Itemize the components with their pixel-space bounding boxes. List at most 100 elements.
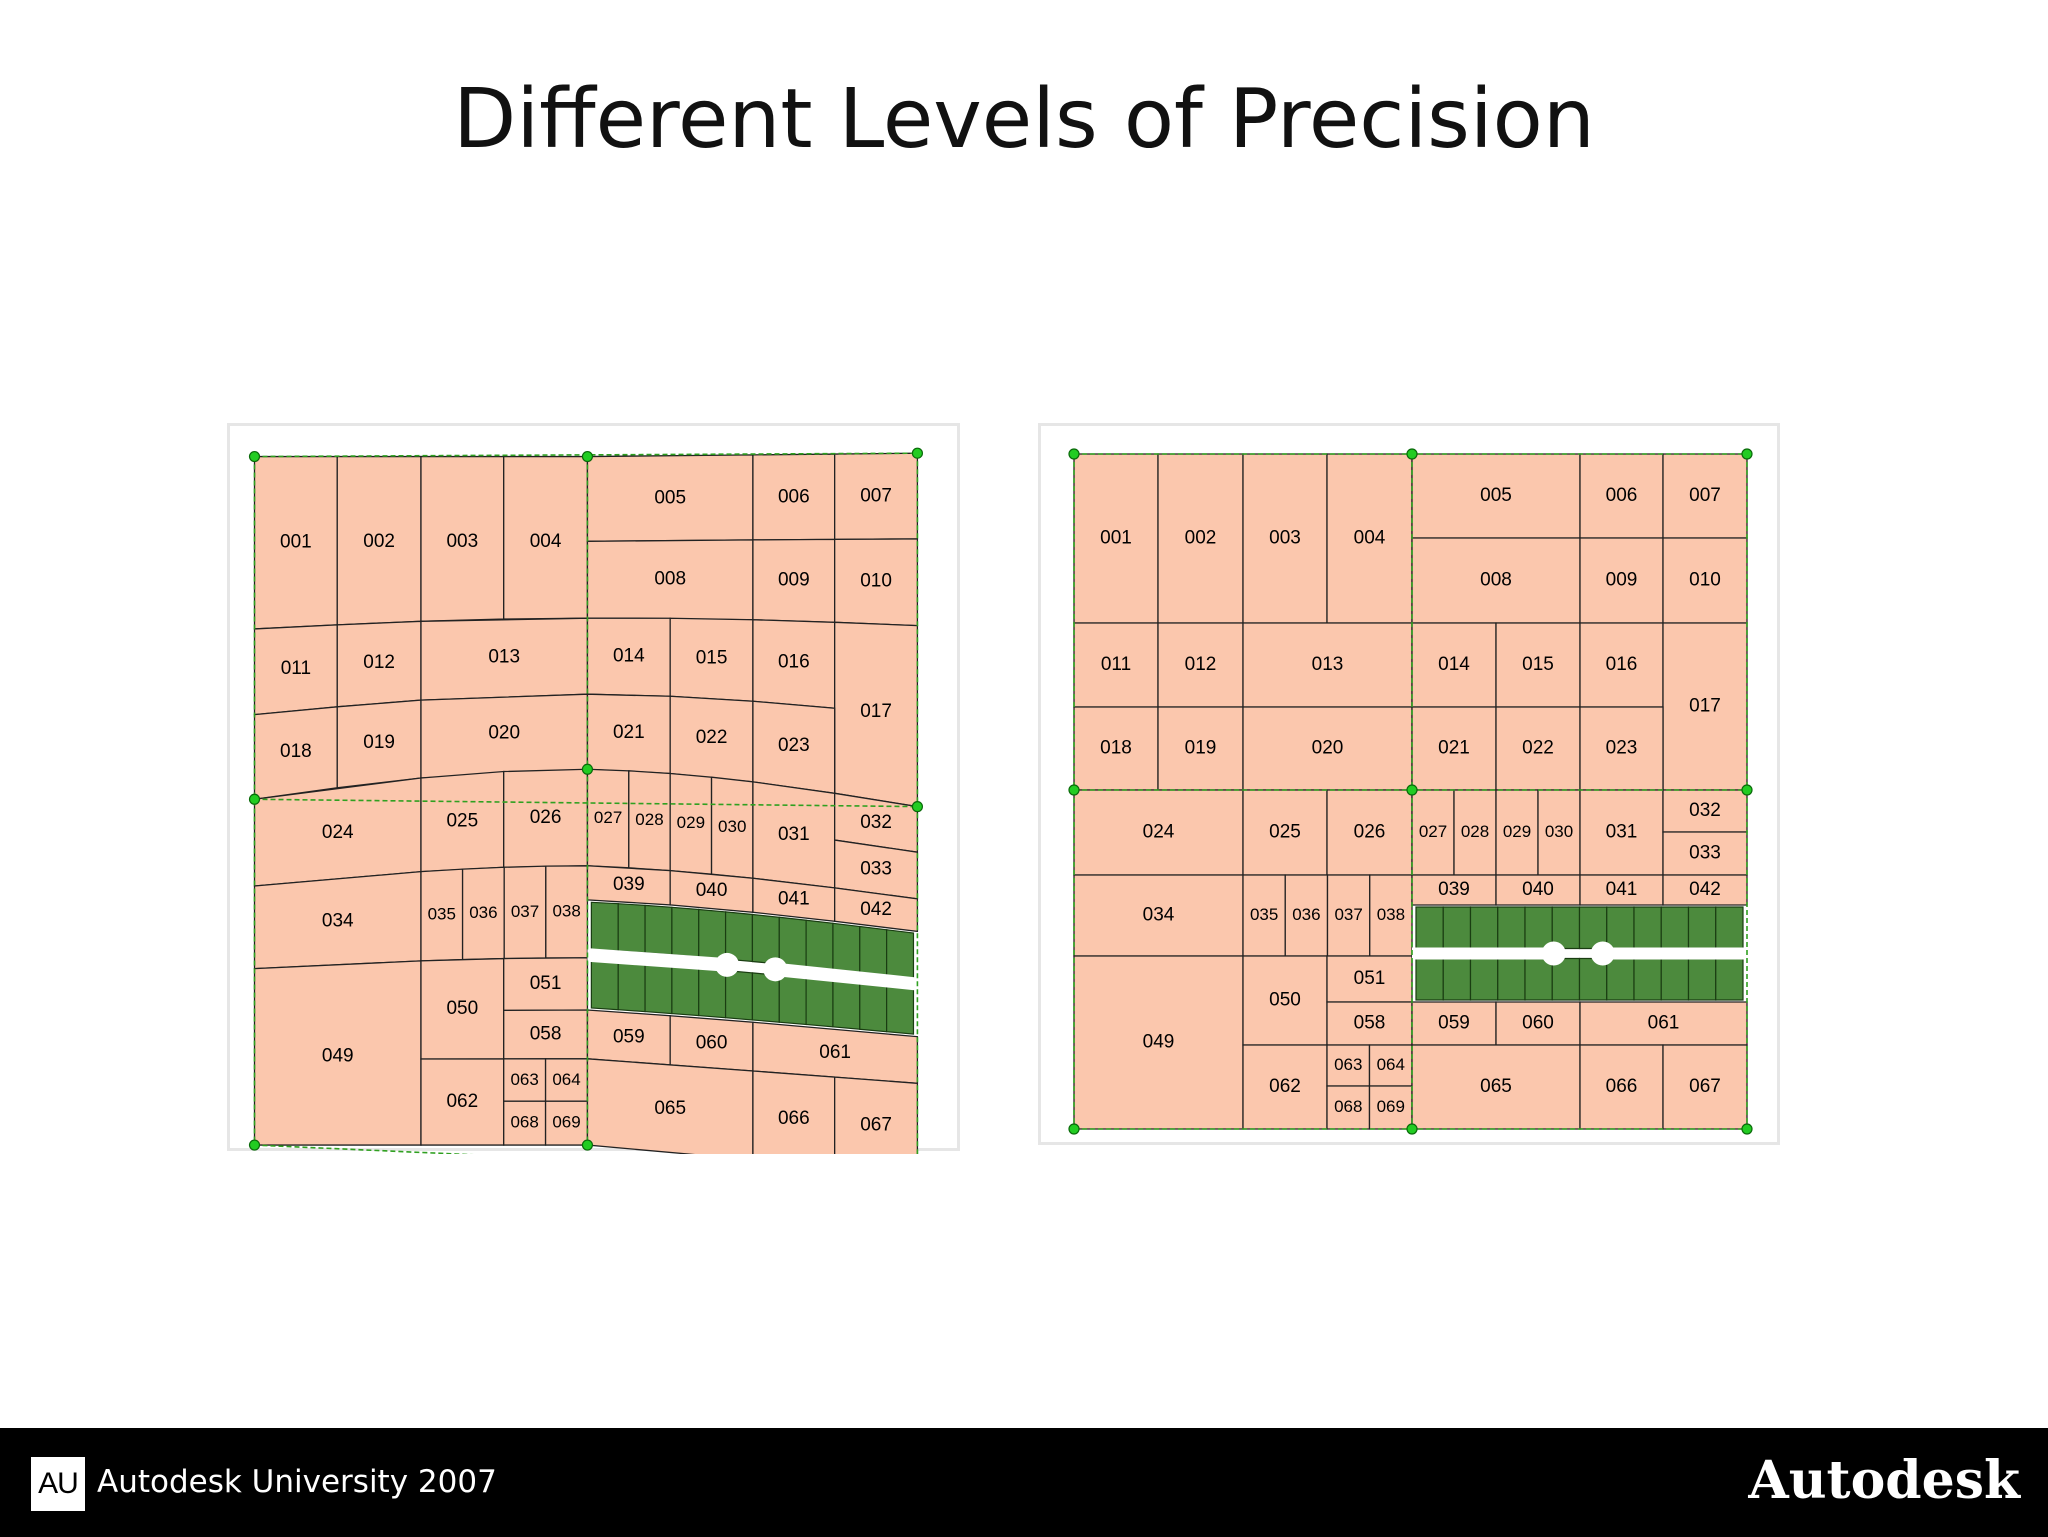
parcel-label: 010	[1689, 570, 1721, 591]
parcel-label: 049	[1143, 1032, 1175, 1053]
parcel-036: 036	[1284, 874, 1329, 957]
control-point-node	[1406, 448, 1418, 460]
autodesk-logo: Autodesk	[1748, 1450, 2020, 1511]
parcel-034: 034	[1073, 874, 1244, 957]
parcel-shape	[752, 1070, 836, 1154]
control-point-node	[1741, 1123, 1753, 1135]
parcel-label: 018	[280, 741, 312, 762]
cul-de-sac-west	[715, 952, 740, 977]
control-point-node	[581, 450, 594, 463]
subdivision-lot	[886, 929, 915, 979]
parcel-015: 015	[1495, 622, 1581, 708]
parcel-label: 041	[778, 889, 810, 910]
control-point-node	[911, 801, 924, 813]
parcel-label: 040	[696, 880, 728, 901]
parcel-label: 051	[1354, 968, 1386, 989]
parcel-060: 060	[669, 1015, 754, 1072]
parcel-050: 050	[420, 957, 505, 1060]
section-line	[254, 798, 918, 808]
subdivision-lot	[644, 963, 673, 1015]
parcel-label: 018	[1100, 738, 1132, 759]
parcel-066: 066	[752, 1070, 836, 1154]
subdivision-lot	[805, 977, 834, 1028]
parcel-062: 062	[1242, 1044, 1328, 1130]
parcel-label: 062	[1269, 1076, 1301, 1097]
parcel-032: 032	[1662, 789, 1748, 833]
control-point-node	[1068, 448, 1080, 460]
subdivision-lot	[1660, 906, 1690, 950]
control-point-node	[248, 793, 261, 805]
control-point-node	[1068, 1123, 1080, 1135]
parcel-019: 019	[336, 699, 422, 789]
parcel-label: 025	[446, 811, 478, 832]
parcel-069: 069	[544, 1100, 589, 1146]
parcel-066: 066	[1579, 1044, 1664, 1130]
subdivision-lot	[1524, 906, 1553, 950]
control-point-node	[1406, 784, 1418, 796]
parcel-label: 037	[511, 902, 539, 921]
parcel-059: 059	[586, 1009, 671, 1066]
parcel-018: 018	[253, 706, 338, 801]
parcel-028: 028	[628, 770, 671, 872]
road-east	[1602, 947, 1751, 960]
parcel-label: 014	[613, 645, 645, 666]
parcels-layer: 001 002 003 004 005 006 007 008 009 010 011 012 013 0…	[253, 452, 919, 1154]
parcel-label: 051	[530, 973, 562, 994]
parcel-024: 024	[1073, 789, 1244, 876]
parcel-027: 027	[1411, 789, 1455, 876]
parcel-016: 016	[1579, 622, 1664, 708]
subdivision-lot	[859, 982, 888, 1033]
parcel-label: 030	[1545, 822, 1573, 841]
control-point-node	[1741, 784, 1753, 796]
parcel-037: 037	[503, 865, 547, 960]
parcel-label: 006	[1606, 485, 1638, 506]
parcel-label: 063	[1334, 1055, 1362, 1074]
control-point-node	[1406, 1123, 1418, 1135]
parcel-label: 013	[488, 646, 520, 667]
parcel-023: 023	[752, 700, 836, 795]
parcel-label: 042	[1689, 879, 1721, 900]
cul-de-sac-east	[1590, 941, 1615, 966]
parcel-039: 039	[1411, 874, 1497, 906]
subdivision-lot	[590, 960, 619, 1011]
parcel-010: 010	[834, 538, 919, 627]
subdivision-lot	[698, 908, 727, 960]
parcel-label: 068	[510, 1113, 538, 1132]
parcel-029: 029	[669, 772, 713, 875]
subdivision-lots	[587, 901, 922, 1035]
parcel-020: 020	[420, 693, 589, 779]
parcel-label: 013	[1312, 654, 1344, 675]
control-point-node	[248, 450, 261, 463]
parcel-017: 017	[1662, 622, 1748, 791]
parcel-label: 032	[860, 812, 892, 833]
parcel-035: 035	[1242, 874, 1286, 957]
parcel-064: 064	[544, 1058, 589, 1102]
parcel-030: 030	[710, 776, 754, 879]
parcel-019: 019	[1157, 706, 1244, 791]
parcel-017: 017	[834, 621, 919, 808]
subdivision-lot	[1524, 957, 1553, 1001]
parcel-label: 003	[1269, 528, 1301, 549]
parcel-label: 065	[1480, 1076, 1512, 1097]
subdivision-lot	[1633, 906, 1662, 950]
parcel-label: 033	[860, 859, 892, 880]
parcel-map-left-drawing: 001 002 003 004 005 006 007 008 009 010 011 012 013 0…	[248, 447, 924, 1154]
parcel-008: 008	[1411, 537, 1581, 624]
parcel-039: 039	[586, 865, 671, 906]
parcel-label: 059	[613, 1026, 645, 1047]
parcel-label: 042	[860, 899, 892, 920]
parcel-label: 025	[1269, 822, 1301, 843]
parcel-058: 058	[1326, 1001, 1413, 1046]
parcel-label: 021	[613, 722, 645, 743]
parcel-label: 067	[1689, 1076, 1721, 1097]
parcel-label: 049	[322, 1046, 354, 1067]
parcel-001: 001	[1073, 453, 1159, 624]
parcel-label: 028	[635, 810, 663, 829]
parcel-005: 005	[1411, 453, 1581, 539]
parcel-label: 068	[1334, 1097, 1362, 1116]
subdivision-lot	[671, 906, 700, 958]
parcel-map-precise: 001 002 003 004 005 006 007 008 009 010 011 012 013 0…	[1038, 423, 1780, 1145]
parcel-label: 016	[1606, 654, 1638, 675]
parcel-035: 035	[420, 868, 464, 962]
parcel-label: 050	[446, 998, 478, 1019]
